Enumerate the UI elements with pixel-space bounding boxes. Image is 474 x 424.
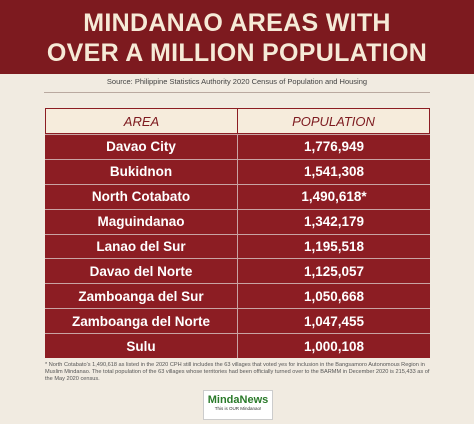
area-cell: Davao City (106, 139, 176, 155)
table-row: Davao del Norte 1,125,057 (45, 258, 430, 284)
table-row: Lanao del Sur 1,195,518 (45, 233, 430, 259)
source: Source: Philippine Statistics Authority … (106, 77, 368, 86)
logo-tagline: This is OUR Mindanao! (214, 406, 262, 411)
population-cell: 1,000,108 (237, 334, 430, 359)
population-cell: 1,195,518 (237, 234, 430, 259)
logo: MindaNews This is OUR Mindanao! (203, 390, 273, 420)
area-cell: Bukidnon (109, 164, 173, 180)
area-cell: Sulu (126, 338, 156, 354)
title-line: OVER A MILLION POPULATION (46, 39, 428, 67)
divider (44, 92, 430, 93)
area-cell: Zamboanga del Norte (71, 313, 211, 329)
table: AREA POPULATION Davao City 1,776,949 Bukid… (45, 108, 430, 359)
table-row: Maguindanao 1,342,179 (45, 208, 430, 234)
table-row: North Cotabato 1,490,618* (45, 183, 430, 209)
header-row: AREA POPULATION (45, 108, 430, 134)
area-cell: Zamboanga del Sur (78, 288, 204, 304)
area-cell: Maguindanao (97, 214, 185, 230)
area-cell: Lanao del Sur (96, 239, 186, 254)
population-cell: 1,125,057 (237, 259, 430, 284)
table-row: Sulu 1,000,108 (45, 333, 430, 359)
area-cell: Davao del Norte (89, 263, 193, 279)
column-header: AREA (123, 113, 160, 129)
table-row: Zamboanga del Norte 1,047,455 (45, 308, 430, 334)
title-line: MINDANAO AREAS WITH (83, 9, 391, 37)
table-row: Davao City 1,776,949 (45, 134, 430, 159)
table-row: Zamboanga del Sur 1,050,668 (45, 283, 430, 309)
footnote: * North Cotabato's 1,490,618 as listed i… (45, 362, 430, 382)
title: MINDANAO AREAS WITH OVER A MILLION POPUL… (0, 8, 474, 68)
population-cell: 1,776,949 (237, 135, 430, 159)
population-cell: 1,342,179 (237, 209, 430, 234)
population-cell: 1,047,455 (237, 309, 430, 334)
area-cell: North Cotabato (91, 189, 191, 205)
table-row: Bukidnon 1,541,308 (45, 158, 430, 184)
population-cell: 1,541,308 (237, 159, 430, 184)
logo-name: MindaNews (207, 394, 269, 406)
column-header: POPULATION (237, 109, 429, 133)
title-band (0, 0, 474, 74)
population-cell: 1,050,668 (237, 284, 430, 309)
population-cell: 1,490,618* (237, 184, 430, 209)
